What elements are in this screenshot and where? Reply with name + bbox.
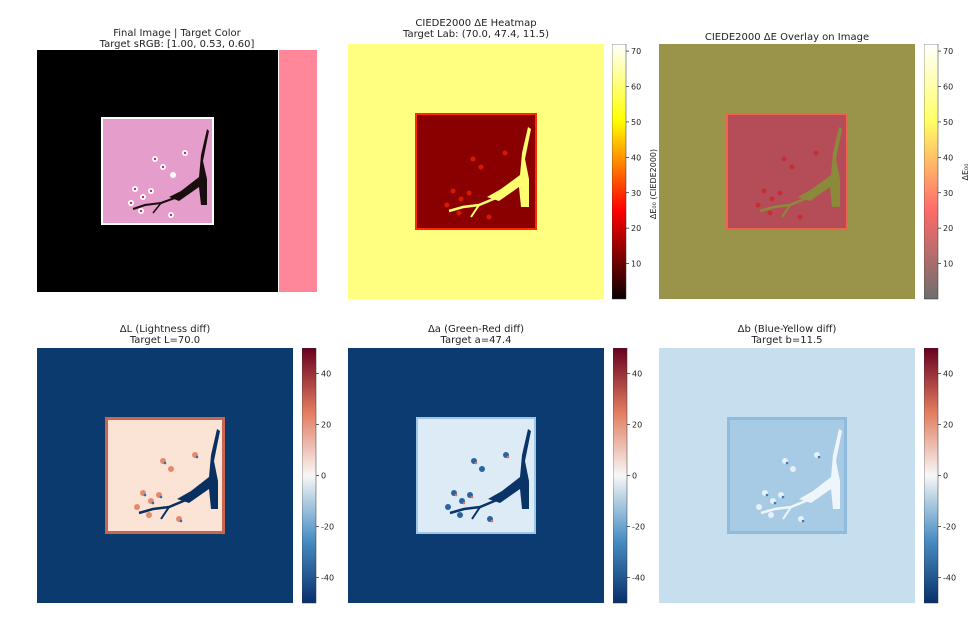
da-title-line1: Δa (Green-Red diff): [427, 324, 525, 335]
db-colorbar-tick-label: 0: [943, 472, 948, 481]
final-image-title-line2: Target sRGB: [1.00, 0.53, 0.60]: [99, 39, 255, 50]
db-colorbar-tick-label: -40: [943, 574, 956, 583]
overlay-colorbar-tick-label: 60: [943, 83, 953, 92]
db-title-line1: Δb (Blue-Yellow diff): [737, 324, 837, 335]
dl-title-line1: ΔL (Lightness diff): [119, 324, 211, 335]
da-colorbar-tick-label: -40: [632, 574, 645, 583]
dl-title-line2: Target L=70.0: [129, 335, 201, 346]
da-colorbar-tick-label: 40: [632, 370, 642, 379]
heatmap-colorbar-tick-label: 50: [631, 118, 641, 127]
overlay-colorbar-tick-label: 40: [943, 153, 953, 162]
final-image-title-line1: Final Image | Target Color: [113, 28, 241, 39]
da-panel: [348, 348, 604, 603]
db-colorbar: -40 -20 0 20 40: [924, 348, 956, 604]
db-colorbar-tick-label: 20: [943, 421, 953, 430]
heatmap-colorbar-tick-label: 70: [631, 47, 641, 56]
dl-colorbar-tick-label: 40: [321, 370, 331, 379]
heatmap-panel: [348, 44, 604, 299]
overlay-colorbar-tick-label: 70: [943, 47, 953, 56]
da-colorbar-tick-label: 20: [632, 421, 642, 430]
db-colorbar-gradient: [924, 348, 939, 604]
db-colorbar-tick-label: -20: [943, 523, 956, 532]
da-colorbar-tick-label: 0: [632, 472, 637, 481]
overlay-colorbar-tick-label: 30: [943, 189, 953, 198]
overlay-colorbar-tick-label: 10: [943, 260, 953, 269]
target-color-swatch: [279, 50, 317, 292]
db-title-line2: Target b=11.5: [751, 335, 823, 346]
heatmap-colorbar: 10 20 30 40 50 60 70 ΔE₀₀ (CIEDE2000): [612, 44, 658, 300]
heatmap-title-line1: CIEDE2000 ΔE Heatmap: [415, 18, 537, 29]
da-colorbar-gradient: [613, 348, 628, 604]
da-title-line2: Target a=47.4: [440, 335, 512, 346]
heatmap-title: CIEDE2000 ΔE Heatmap Target Lab: (70.0, …: [348, 18, 604, 40]
heatmap-colorbar-tick-label: 60: [631, 83, 641, 92]
dl-colorbar-tick-label: -40: [321, 574, 334, 583]
dl-panel: [37, 348, 293, 603]
heatmap-colorbar-tick-label: 20: [631, 224, 641, 233]
da-title: Δa (Green-Red diff) Target a=47.4: [348, 324, 604, 346]
heatmap-colorbar-gradient: [612, 44, 627, 300]
db-panel: [659, 348, 915, 603]
dl-colorbar-gradient: [302, 348, 317, 604]
heatmap-title-line2: Target Lab: (70.0, 47.4, 11.5): [402, 29, 550, 40]
db-colorbar-tick-label: 40: [943, 370, 953, 379]
overlay-colorbar-gradient: [924, 44, 939, 300]
overlay-colorbar-tick-label: 50: [943, 118, 953, 127]
overlay-title-line1: CIEDE2000 ΔE Overlay on Image: [704, 32, 870, 43]
final-image-panel: [37, 50, 317, 292]
overlay-panel: [659, 44, 915, 299]
heatmap-colorbar-tick-label: 30: [631, 189, 641, 198]
heatmap-colorbar-label: ΔE₀₀ (CIEDE2000): [649, 149, 658, 219]
overlay-colorbar: 10 20 30 40 50 60 70 ΔE₀₀: [924, 44, 970, 300]
overlay-title: CIEDE2000 ΔE Overlay on Image: [659, 32, 915, 43]
dl-colorbar-tick-label: -20: [321, 523, 334, 532]
da-colorbar-tick-label: -20: [632, 523, 645, 532]
dl-title: ΔL (Lightness diff) Target L=70.0: [37, 324, 293, 346]
db-title: Δb (Blue-Yellow diff) Target b=11.5: [659, 324, 915, 346]
heatmap-colorbar-tick-label: 10: [631, 260, 641, 269]
final-image-title: Final Image | Target Color Target sRGB: …: [37, 28, 317, 50]
dl-colorbar-tick-label: 0: [321, 472, 326, 481]
dl-colorbar: -40 -20 0 20 40: [302, 348, 334, 604]
da-colorbar: -40 -20 0 20 40: [613, 348, 645, 604]
overlay-colorbar-tick-label: 20: [943, 224, 953, 233]
final-image-photo: [101, 117, 214, 225]
overlay-colorbar-label: ΔE₀₀: [961, 164, 970, 181]
heatmap-colorbar-tick-label: 40: [631, 153, 641, 162]
dl-colorbar-tick-label: 20: [321, 421, 331, 430]
